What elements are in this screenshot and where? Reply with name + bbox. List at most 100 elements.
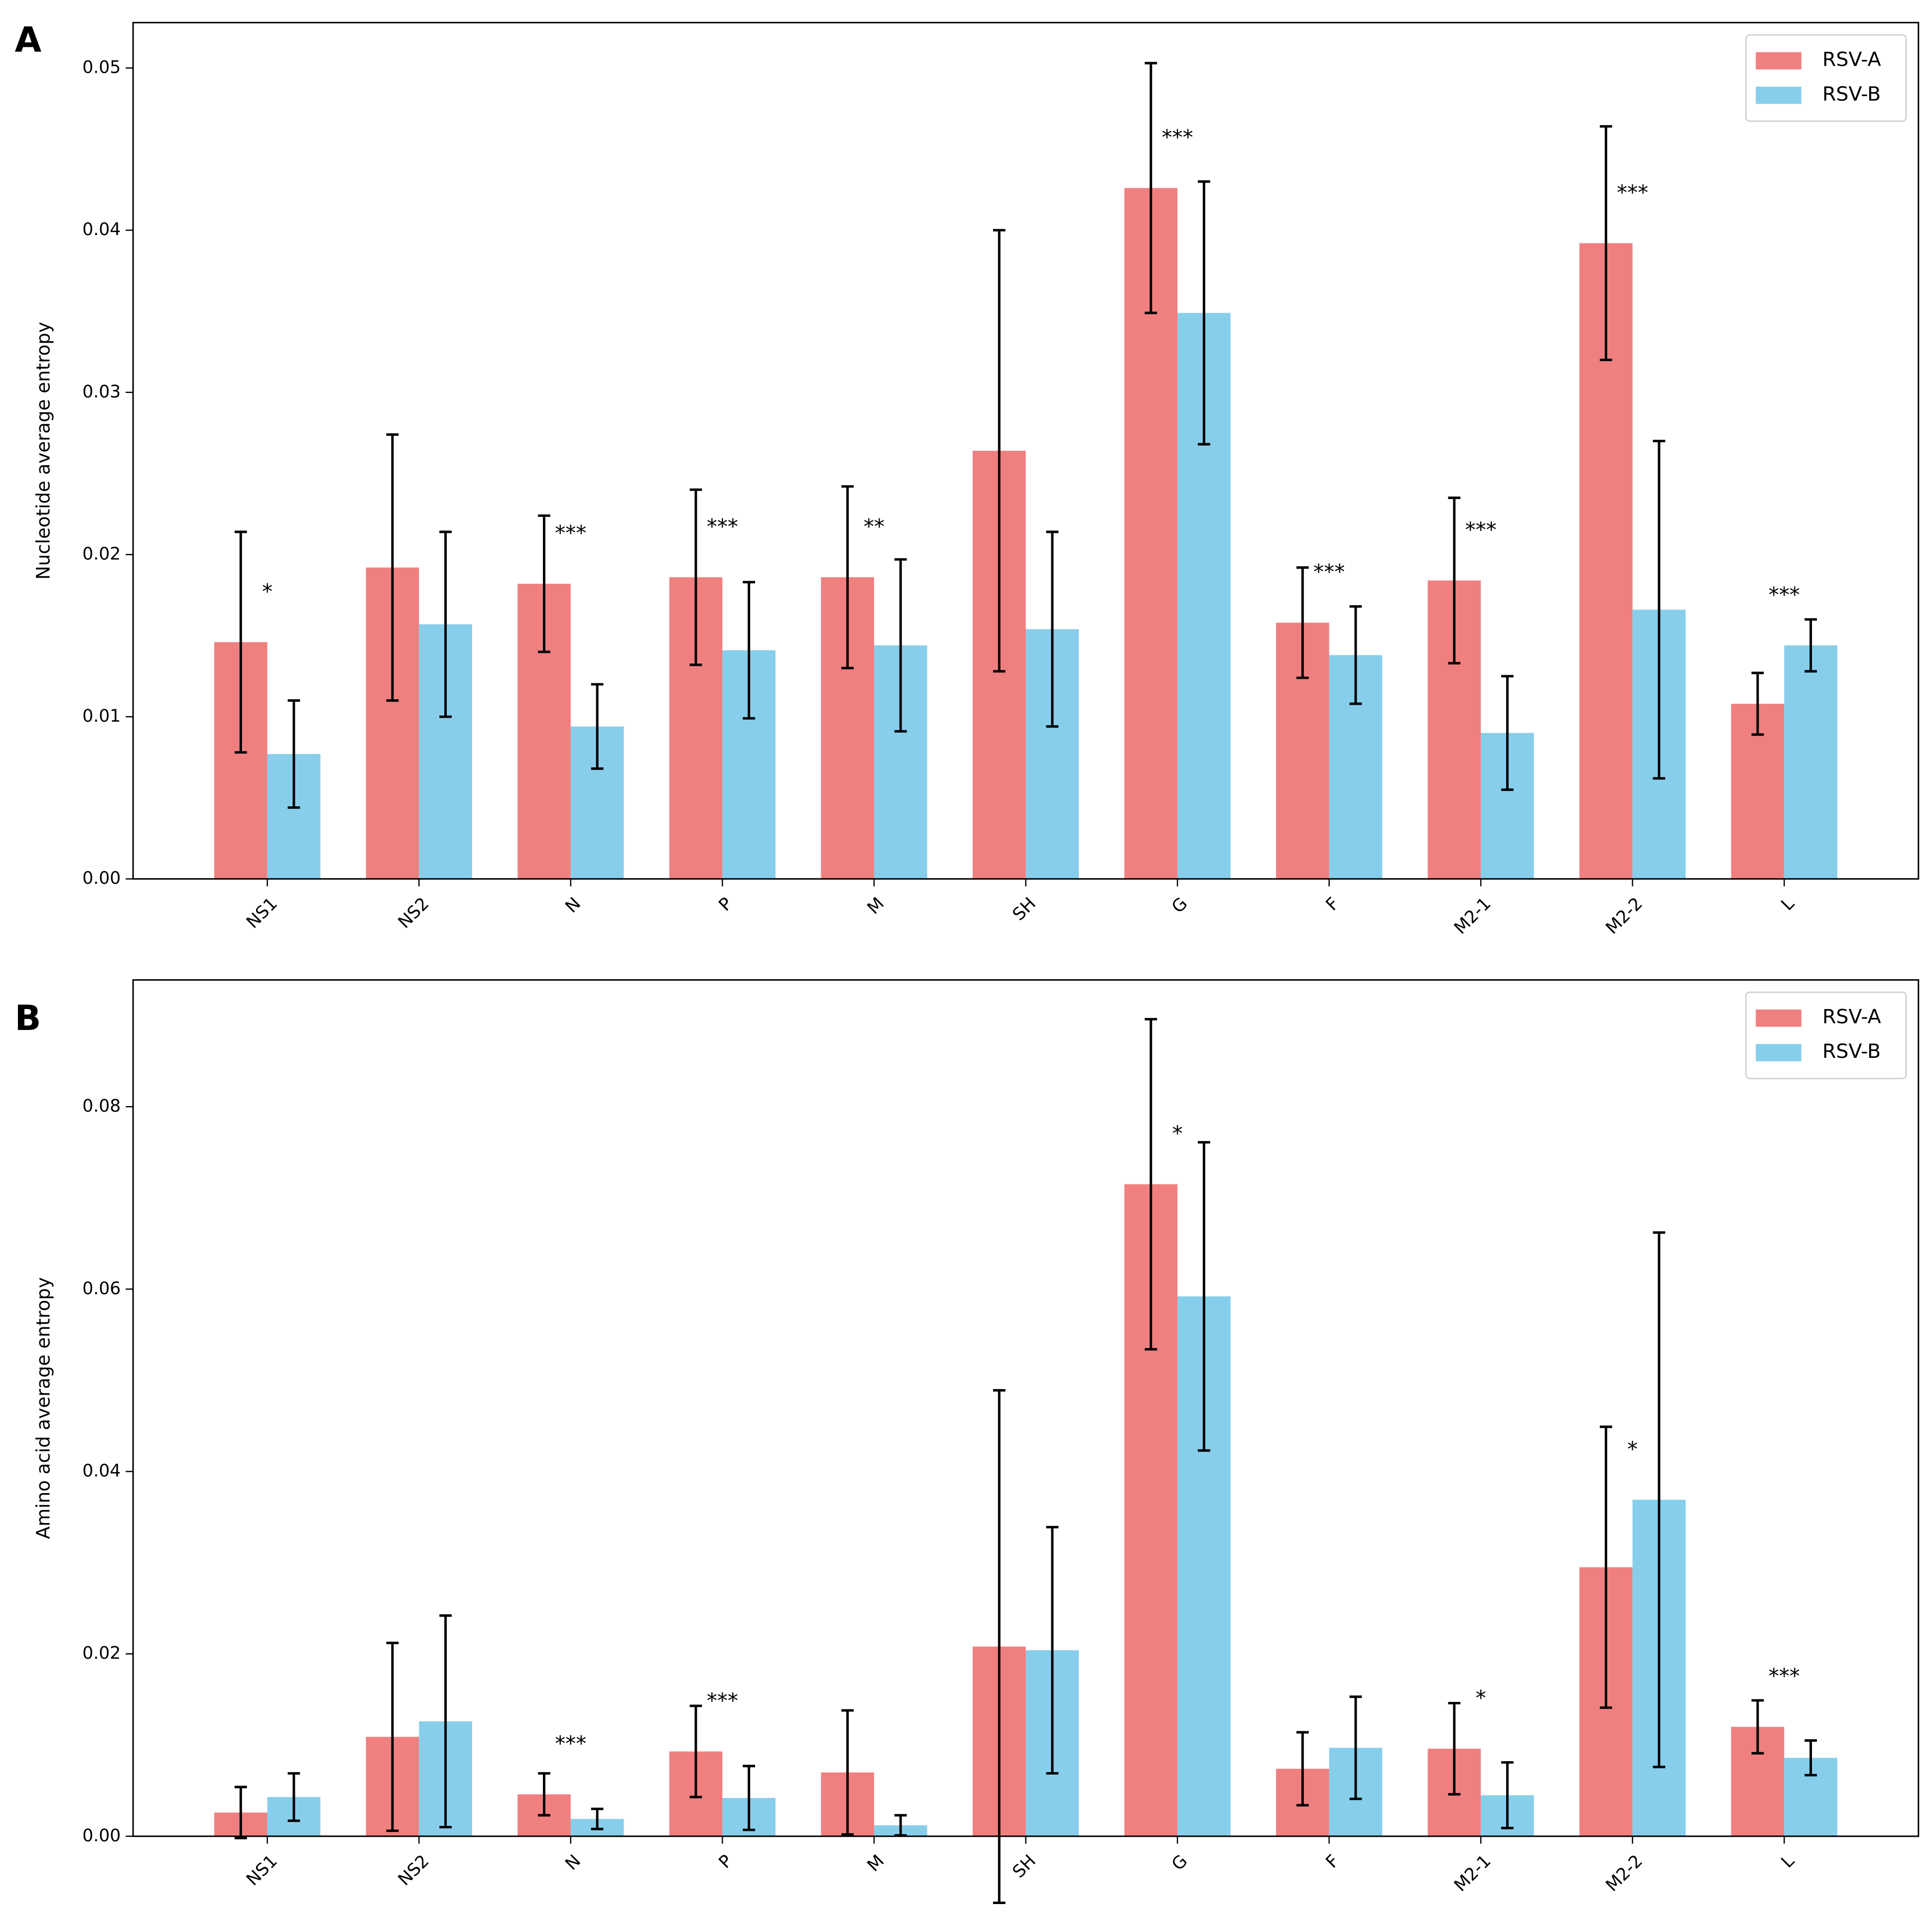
x-tick-label: NS2 <box>394 894 433 932</box>
error-bar <box>1653 440 1666 780</box>
error-bar <box>439 1614 452 1829</box>
error-bar <box>1349 605 1362 705</box>
error-bar <box>235 1786 247 1840</box>
error-bar <box>1197 1141 1210 1452</box>
legend-label: RSV-B <box>1822 83 1881 106</box>
error-bar <box>1046 530 1059 728</box>
error-bar <box>993 229 1006 673</box>
error-bar <box>689 488 702 666</box>
x-tick-label: F <box>1322 1851 1343 1872</box>
error-bar <box>1296 566 1309 679</box>
significance-label: *** <box>555 521 586 545</box>
x-tick-label: M2-2 <box>1602 894 1647 938</box>
error-bar <box>1448 496 1461 665</box>
error-bar <box>841 485 854 669</box>
x-tick-label: L <box>1778 1851 1799 1872</box>
error-bar <box>439 530 452 718</box>
x-tick-label: M2-2 <box>1602 1851 1647 1896</box>
y-tick-label: 0.01 <box>82 706 121 726</box>
y-tick-label: 0.04 <box>82 220 121 240</box>
error-bar <box>1501 1761 1514 1829</box>
error-bar <box>1349 1695 1362 1800</box>
significance-label: *** <box>1769 582 1800 607</box>
legend-label: RSV-A <box>1822 1006 1881 1028</box>
x-tick-label: P <box>715 894 737 915</box>
legend-label: RSV-A <box>1822 48 1881 71</box>
error-bar <box>538 1772 550 1817</box>
bar <box>1784 645 1837 879</box>
x-tick-label: P <box>715 1851 737 1873</box>
y-tick-label: 0.02 <box>82 1644 121 1663</box>
significance-label: *** <box>1617 180 1648 205</box>
error-bar <box>1804 1739 1817 1777</box>
error-bar <box>591 1807 604 1830</box>
x-tick-label: NS2 <box>394 1851 433 1890</box>
error-bar <box>1751 671 1764 736</box>
error-bar <box>1804 618 1817 673</box>
y-axis-label: Nucleotide average entropy <box>33 322 54 580</box>
x-tick-label: L <box>1778 894 1799 914</box>
error-bar <box>386 1642 399 1832</box>
y-tick-label: 0.02 <box>82 544 121 564</box>
x-tick-label: SH <box>1009 894 1040 924</box>
legend-swatch <box>1756 1044 1802 1061</box>
y-axis-label: Amino acid average entropy <box>33 1277 54 1539</box>
error-bar <box>1600 1425 1612 1709</box>
error-bar <box>993 1389 1006 1905</box>
legend-label: RSV-B <box>1822 1040 1881 1063</box>
significance-label: *** <box>707 514 738 539</box>
legend-swatch <box>1756 1009 1802 1027</box>
x-tick-label: M <box>864 1851 888 1876</box>
significance-label: *** <box>1465 517 1497 542</box>
significance-label: *** <box>1313 560 1345 584</box>
error-bar <box>1145 1018 1158 1351</box>
plot-frame <box>132 979 1920 1837</box>
error-bar <box>538 514 550 653</box>
legend-swatch <box>1756 52 1802 70</box>
x-tick-label: G <box>1168 1851 1191 1875</box>
error-bar <box>743 581 756 720</box>
x-tick-label: G <box>1168 894 1191 917</box>
error-bar <box>1653 1231 1666 1769</box>
y-tick-label: 0.00 <box>82 1826 121 1846</box>
significance-label: *** <box>707 1688 738 1713</box>
error-bar <box>743 1765 756 1831</box>
significance-label: *** <box>1161 125 1193 149</box>
error-bar <box>894 558 907 733</box>
error-bar <box>841 1709 854 1836</box>
x-tick-label: N <box>561 894 585 917</box>
error-bar <box>1501 675 1514 791</box>
panel-label: B <box>15 999 41 1038</box>
x-tick-label: NS1 <box>243 1851 281 1890</box>
significance-label: * <box>1476 1686 1486 1710</box>
error-bar <box>1751 1699 1764 1755</box>
y-tick-label: 0.05 <box>82 58 121 78</box>
significance-label: * <box>1627 1437 1638 1461</box>
error-bar <box>1448 1702 1461 1796</box>
significance-label: *** <box>555 1731 586 1756</box>
y-tick-label: 0.08 <box>82 1096 121 1116</box>
x-tick-label: M2-1 <box>1450 894 1495 938</box>
panel-label: A <box>15 20 42 60</box>
plot-frame <box>132 21 1920 880</box>
error-bar <box>386 433 399 702</box>
x-tick-label: M2-1 <box>1450 1851 1495 1896</box>
error-bar <box>689 1704 702 1798</box>
error-bar <box>1046 1526 1059 1775</box>
x-tick-label: F <box>1322 894 1343 914</box>
error-bar <box>235 530 247 754</box>
significance-label: ** <box>864 514 885 539</box>
error-bar <box>287 699 300 809</box>
y-tick-label: 0.04 <box>82 1461 121 1481</box>
error-bar <box>1145 62 1158 314</box>
x-tick-label: NS1 <box>243 894 281 932</box>
x-tick-label: M <box>864 894 888 918</box>
y-tick-label: 0.00 <box>82 869 121 889</box>
error-bar <box>287 1772 300 1822</box>
error-bar <box>1197 180 1210 446</box>
error-bar <box>894 1814 907 1837</box>
y-tick-label: 0.06 <box>82 1279 121 1298</box>
significance-label: *** <box>1769 1664 1800 1688</box>
